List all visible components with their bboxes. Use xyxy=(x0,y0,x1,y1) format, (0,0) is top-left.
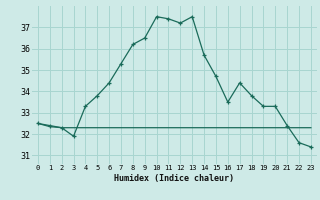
X-axis label: Humidex (Indice chaleur): Humidex (Indice chaleur) xyxy=(115,174,234,183)
